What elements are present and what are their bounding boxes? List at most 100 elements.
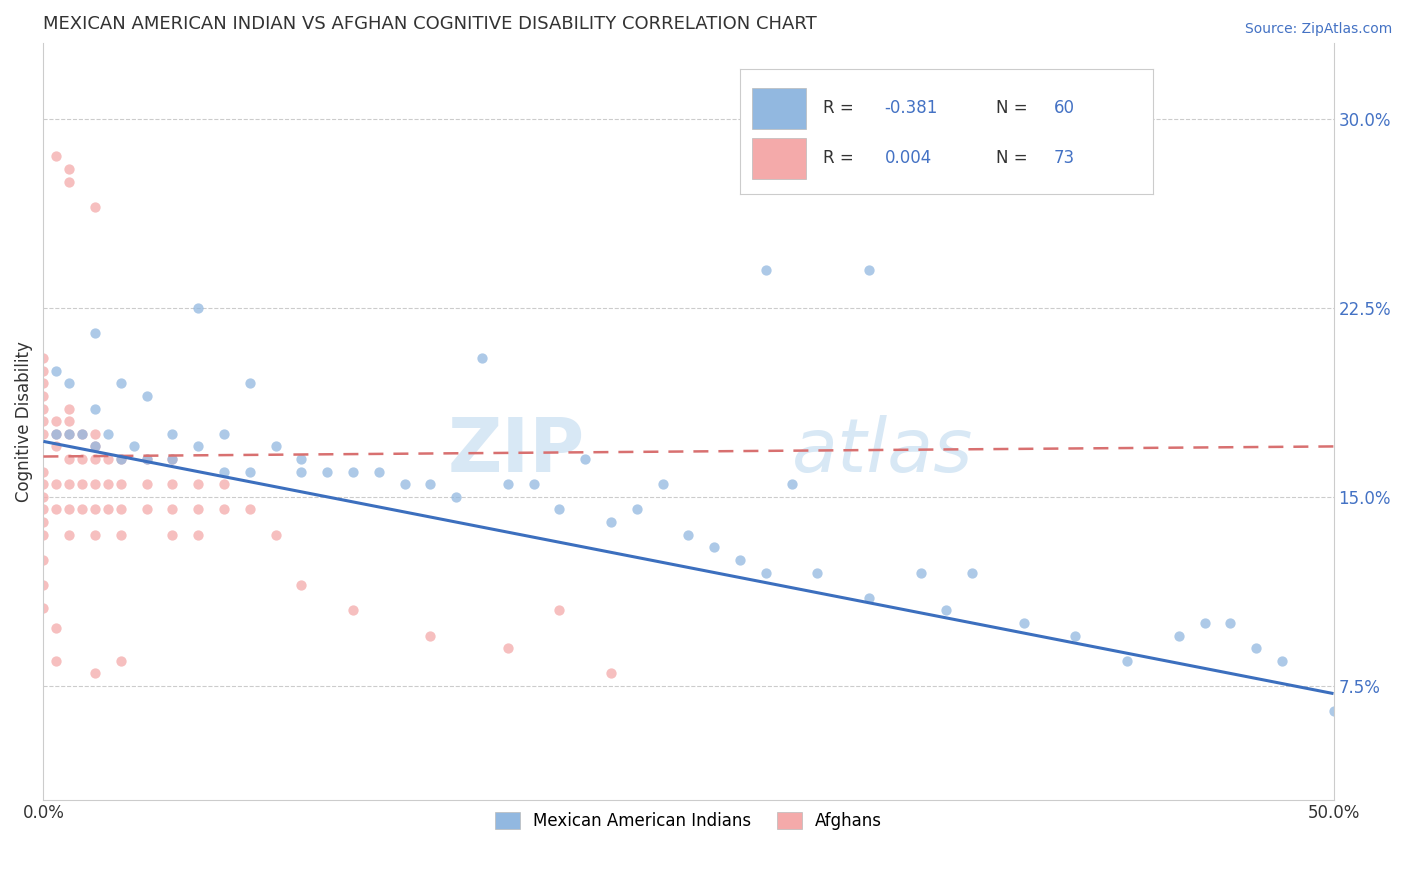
Point (728, 553, 751, 567)
Point (755, 566, 778, 580)
Point (135, 452, 157, 467)
Point (58, 502, 80, 516)
Point (58, 175, 80, 189)
Point (264, 527, 287, 541)
Point (110, 502, 132, 516)
Point (135, 502, 157, 516)
Point (110, 376, 132, 391)
Point (264, 439, 287, 453)
Y-axis label: Cognitive Disability: Cognitive Disability (15, 341, 32, 501)
Point (496, 477, 519, 491)
Point (84, 326, 107, 340)
Point (187, 439, 209, 453)
Point (32, 465, 55, 479)
Point (600, 515, 623, 529)
Point (290, 578, 312, 592)
Point (32, 515, 55, 529)
Point (162, 502, 184, 516)
Point (162, 452, 184, 467)
Point (1064, 629, 1087, 643)
Point (84, 439, 107, 453)
Point (239, 465, 262, 479)
Point (58, 426, 80, 441)
Point (70, 426, 93, 441)
Point (446, 490, 468, 504)
Point (342, 603, 364, 617)
Point (162, 452, 184, 467)
Point (703, 541, 725, 555)
Legend: Mexican American Indians, Afghans: Mexican American Indians, Afghans (488, 805, 889, 837)
Point (110, 452, 132, 467)
Point (97, 502, 120, 516)
Point (342, 465, 364, 479)
Point (290, 452, 312, 467)
Point (45, 439, 67, 453)
Point (58, 452, 80, 467)
Point (212, 477, 235, 491)
Point (97, 452, 120, 467)
Point (858, 263, 880, 277)
Text: Source: ZipAtlas.com: Source: ZipAtlas.com (1244, 22, 1392, 37)
Point (239, 502, 262, 516)
Text: MEXICAN AMERICAN INDIAN VS AFGHAN COGNITIVE DISABILITY CORRELATION CHART: MEXICAN AMERICAN INDIAN VS AFGHAN COGNIT… (44, 15, 817, 33)
Point (110, 452, 132, 467)
Point (45, 621, 67, 635)
Point (45, 477, 67, 491)
Point (70, 426, 93, 441)
Point (394, 477, 416, 491)
Point (135, 477, 157, 491)
Point (84, 200, 107, 214)
Point (678, 527, 700, 541)
Point (84, 439, 107, 453)
Point (70, 452, 93, 467)
Point (1244, 641, 1267, 656)
Point (755, 263, 778, 277)
Point (32, 364, 55, 378)
Point (187, 301, 209, 315)
Point (187, 527, 209, 541)
Point (162, 477, 184, 491)
Point (32, 490, 55, 504)
Point (212, 426, 235, 441)
Point (316, 465, 339, 479)
Point (84, 452, 107, 467)
Point (45, 654, 67, 668)
Point (910, 566, 932, 580)
Point (45, 426, 67, 441)
Point (122, 439, 145, 453)
Point (806, 566, 828, 580)
Point (32, 376, 55, 391)
Point (32, 527, 55, 541)
Point (1322, 704, 1344, 718)
Point (651, 477, 673, 491)
Point (187, 502, 209, 516)
Point (45, 364, 67, 378)
Point (367, 465, 389, 479)
Point (32, 553, 55, 567)
Point (84, 527, 107, 541)
Point (32, 401, 55, 416)
Point (1194, 615, 1216, 630)
Point (548, 502, 571, 516)
Point (58, 376, 80, 391)
Point (84, 401, 107, 416)
Text: ZIP: ZIP (449, 415, 585, 488)
Point (70, 477, 93, 491)
Point (1271, 654, 1294, 668)
Point (1012, 615, 1035, 630)
Point (58, 477, 80, 491)
Point (58, 414, 80, 428)
Point (1167, 629, 1189, 643)
Point (58, 426, 80, 441)
Point (84, 426, 107, 441)
Point (600, 666, 623, 681)
Point (45, 149, 67, 163)
Point (523, 477, 546, 491)
Point (110, 654, 132, 668)
Point (548, 603, 571, 617)
Point (32, 578, 55, 592)
Point (45, 414, 67, 428)
Point (135, 389, 157, 403)
Text: atlas: atlas (792, 416, 973, 487)
Point (135, 452, 157, 467)
